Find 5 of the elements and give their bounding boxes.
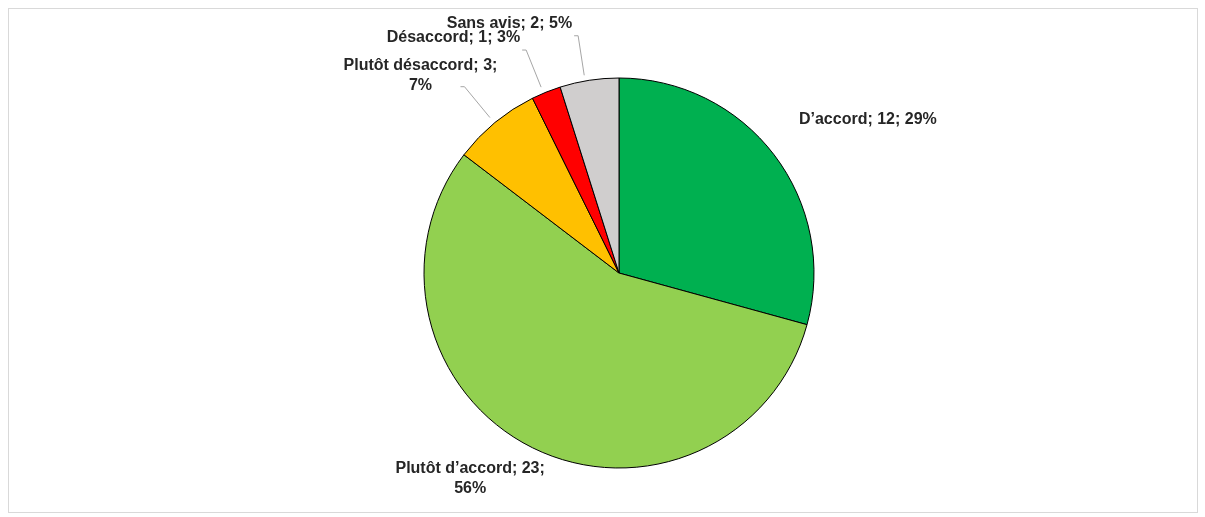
slice-label: Sans avis; 2; 5% [446,13,573,31]
slice-label: D’accord; 12; 29% [798,109,937,127]
slice-label: Plutôt d’accord; 23; 56% [395,458,545,496]
slice-label: Désaccord; 1; 3% [386,28,521,46]
slice-label: Plutôt désaccord; 3; 7% [343,55,498,93]
